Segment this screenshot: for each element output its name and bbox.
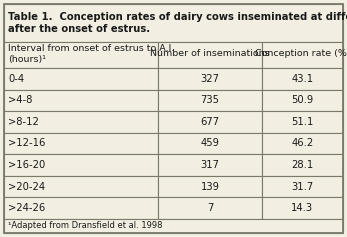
Bar [158, 111, 262, 133]
Text: 43.1: 43.1 [291, 74, 313, 84]
Text: Conception rate (%): Conception rate (%) [254, 50, 347, 59]
Text: >4-8: >4-8 [8, 95, 32, 105]
Bar [158, 133, 262, 154]
Bar [4, 111, 158, 133]
Bar [158, 68, 262, 90]
Text: 46.2: 46.2 [291, 138, 313, 149]
Text: Number of inseminations: Number of inseminations [150, 50, 270, 59]
Text: 14.3: 14.3 [291, 203, 313, 213]
Text: 459: 459 [201, 138, 219, 149]
Bar [4, 176, 158, 197]
Bar [4, 42, 158, 68]
Bar [262, 111, 343, 133]
Bar [262, 197, 343, 219]
Bar [158, 176, 262, 197]
Text: Table 1.  Conception rates of dairy cows inseminated at different times
after th: Table 1. Conception rates of dairy cows … [8, 12, 347, 34]
Text: 0-4: 0-4 [8, 74, 24, 84]
Bar [262, 90, 343, 111]
Bar [262, 68, 343, 90]
Text: 327: 327 [201, 74, 219, 84]
Bar [4, 197, 158, 219]
Bar [158, 42, 262, 68]
Bar [262, 154, 343, 176]
Text: 317: 317 [201, 160, 219, 170]
Text: 735: 735 [201, 95, 219, 105]
Text: 677: 677 [200, 117, 220, 127]
Text: 28.1: 28.1 [291, 160, 313, 170]
Text: 7: 7 [207, 203, 213, 213]
Bar [158, 197, 262, 219]
Bar [4, 133, 158, 154]
Text: 31.7: 31.7 [291, 182, 313, 192]
Text: >16-20: >16-20 [8, 160, 45, 170]
Text: Interval from onset of estrus to A.I.
(hours)¹: Interval from onset of estrus to A.I. (h… [8, 44, 175, 64]
Text: ¹Adapted from Dransfield et al. 1998: ¹Adapted from Dransfield et al. 1998 [8, 222, 162, 231]
Bar [4, 154, 158, 176]
Bar [158, 154, 262, 176]
Bar [262, 176, 343, 197]
Text: >8-12: >8-12 [8, 117, 39, 127]
Text: >20-24: >20-24 [8, 182, 45, 192]
Bar [158, 90, 262, 111]
Text: 51.1: 51.1 [291, 117, 313, 127]
Text: >12-16: >12-16 [8, 138, 45, 149]
Bar [4, 4, 343, 42]
Bar [262, 42, 343, 68]
Bar [4, 219, 343, 233]
Bar [262, 133, 343, 154]
Bar [4, 68, 158, 90]
Bar [4, 90, 158, 111]
Text: 139: 139 [201, 182, 219, 192]
Bar [4, 4, 343, 233]
Text: 50.9: 50.9 [291, 95, 313, 105]
Text: >24-26: >24-26 [8, 203, 45, 213]
